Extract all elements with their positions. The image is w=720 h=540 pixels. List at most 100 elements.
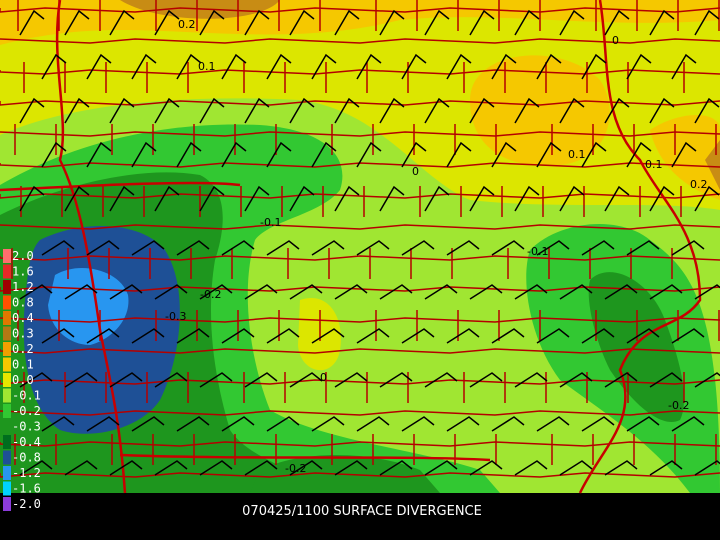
wind-barb bbox=[671, 53, 697, 80]
legend-label: 0.0 bbox=[12, 373, 34, 387]
county-line bbox=[0, 317, 720, 323]
wind-barb bbox=[244, 9, 270, 36]
wind-barb bbox=[64, 185, 90, 212]
wind-barbs bbox=[19, 9, 720, 476]
wind-barb bbox=[131, 53, 157, 80]
wind-barb bbox=[694, 9, 720, 36]
wind-barb bbox=[199, 97, 225, 124]
legend-swatch bbox=[3, 249, 11, 263]
wind-barb bbox=[64, 9, 90, 36]
wind-barb bbox=[221, 328, 255, 344]
low-region bbox=[588, 272, 685, 422]
wind-barb bbox=[604, 9, 630, 36]
wind-barb bbox=[469, 9, 495, 36]
wind-barb bbox=[581, 240, 615, 256]
wind-barb bbox=[559, 9, 585, 36]
wind-barb bbox=[581, 53, 607, 80]
wind-barb bbox=[356, 53, 382, 80]
wind-barb bbox=[536, 141, 562, 168]
wind-barb bbox=[86, 53, 112, 80]
wind-barb bbox=[694, 460, 720, 476]
legend-swatch bbox=[3, 264, 11, 279]
contour-label: 0.1 bbox=[645, 158, 663, 171]
wind-barb bbox=[649, 284, 683, 300]
wind-barb bbox=[221, 53, 247, 80]
legend-label: -0.4 bbox=[12, 435, 41, 449]
contour-label: 0.2 bbox=[690, 178, 708, 191]
wind-barb bbox=[131, 240, 165, 256]
wind-barb bbox=[244, 284, 278, 300]
wind-barb bbox=[356, 328, 390, 344]
wind-barb bbox=[311, 240, 345, 256]
caption: 070425/1100 SURFACE DIVERGENCE bbox=[242, 504, 482, 519]
wind-barb bbox=[424, 185, 450, 212]
county-line bbox=[0, 379, 720, 385]
contour-labels: 0.2 0.1 0 0.1 0.1 0.2 0 -0.1 -0.1 -0.2 -… bbox=[165, 18, 708, 475]
legend-swatch bbox=[3, 295, 11, 310]
wind-barb bbox=[154, 9, 180, 36]
wind-barb bbox=[379, 97, 405, 124]
wind-barb bbox=[604, 185, 630, 212]
wind-barb bbox=[176, 416, 210, 432]
wind-barb bbox=[311, 416, 345, 432]
contour-label: 0.2 bbox=[178, 18, 196, 31]
wind-barb bbox=[379, 9, 405, 36]
wind-barb bbox=[199, 460, 233, 476]
wind-barb bbox=[41, 240, 75, 256]
wind-barb bbox=[41, 141, 67, 168]
wind-barb bbox=[536, 328, 570, 344]
legend-label: -0.3 bbox=[12, 420, 41, 434]
wind-barb bbox=[559, 460, 593, 476]
wind-barb bbox=[176, 141, 202, 168]
wind-barb bbox=[491, 141, 517, 168]
county-line bbox=[0, 193, 720, 199]
wind-barb bbox=[176, 240, 210, 256]
wind-barb bbox=[311, 53, 337, 80]
wind-barb bbox=[244, 460, 278, 476]
contour-label: -0.2 bbox=[285, 462, 306, 475]
wind-barb bbox=[671, 328, 705, 344]
wind-barb bbox=[19, 97, 45, 124]
county-line bbox=[0, 131, 720, 137]
contour-label: 0 bbox=[320, 371, 327, 384]
legend-label: -1.2 bbox=[12, 466, 41, 480]
legend-label: -2.0 bbox=[12, 497, 41, 511]
wind-barb bbox=[559, 97, 585, 124]
legend-label: 1.2 bbox=[12, 280, 34, 294]
wind-barb bbox=[289, 460, 323, 476]
wind-barb bbox=[581, 141, 607, 168]
wind-barb bbox=[289, 372, 323, 388]
high-region bbox=[650, 115, 720, 200]
legend: 2.01.61.20.80.40.30.20.10.0-0.1-0.2-0.3-… bbox=[3, 249, 41, 511]
wind-barb bbox=[649, 460, 683, 476]
wind-barb bbox=[379, 372, 413, 388]
wind-barb bbox=[379, 284, 413, 300]
wind-barb bbox=[19, 284, 53, 300]
wind-barb bbox=[581, 416, 615, 432]
wind-barb bbox=[446, 416, 480, 432]
wind-barb bbox=[64, 372, 98, 388]
wind-barb bbox=[109, 97, 135, 124]
wind-barb bbox=[671, 240, 705, 256]
county-borders bbox=[0, 0, 720, 494]
wind-barb bbox=[176, 328, 210, 344]
wind-barb bbox=[131, 416, 165, 432]
wind-barb bbox=[469, 460, 503, 476]
legend-swatch bbox=[3, 311, 11, 325]
wind-barb bbox=[514, 185, 540, 212]
wind-barb bbox=[514, 284, 548, 300]
wind-barb bbox=[334, 9, 360, 36]
wind-barb bbox=[401, 416, 435, 432]
county-line bbox=[0, 69, 720, 75]
wind-barb bbox=[86, 141, 112, 168]
wind-barb bbox=[19, 9, 45, 36]
wind-barb bbox=[221, 416, 255, 432]
wind-barb bbox=[424, 284, 458, 300]
wind-barb bbox=[154, 185, 180, 212]
legend-label: 0.2 bbox=[12, 342, 34, 356]
legend-swatch bbox=[3, 373, 11, 387]
wind-barb bbox=[694, 284, 720, 300]
wind-barb bbox=[64, 97, 90, 124]
wind-barb bbox=[446, 328, 480, 344]
